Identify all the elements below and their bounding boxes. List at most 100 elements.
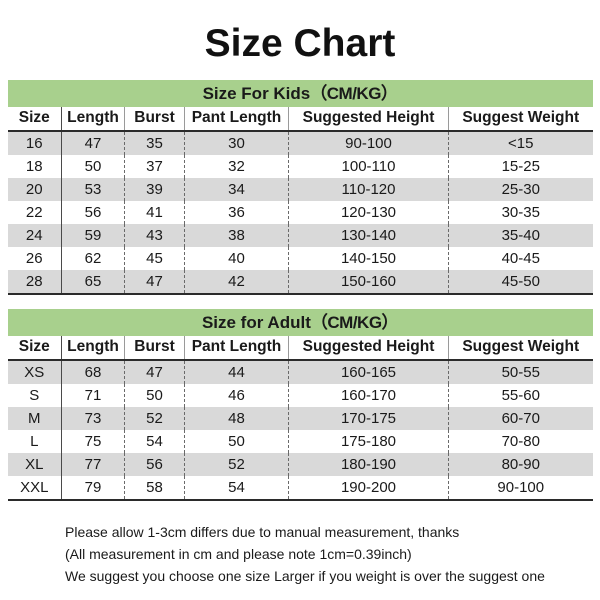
cell-burst: 58 xyxy=(124,475,185,501)
cell-length: 50 xyxy=(61,154,125,178)
cell-suggested-height: 140-150 xyxy=(288,246,449,270)
cell-burst: 47 xyxy=(124,269,185,295)
cell-length: 65 xyxy=(61,269,125,295)
cell-suggested-height: 120-130 xyxy=(288,200,449,224)
cell-burst: 56 xyxy=(124,452,185,476)
cell-length: 59 xyxy=(61,223,125,247)
cell-suggest-weight: 50-55 xyxy=(448,359,593,384)
cell-size: S xyxy=(29,386,40,404)
cell-suggest-weight: 55-60 xyxy=(448,383,593,407)
kids-section-band: Size For Kids（CM/KG） xyxy=(7,79,593,107)
kids-band-title: Size For Kids xyxy=(202,83,311,103)
cell-size: M xyxy=(7,406,62,430)
cell-burst: 45 xyxy=(124,246,185,270)
cell-pant-length: 30 xyxy=(184,130,289,155)
cell-pant-length: 36 xyxy=(184,200,289,224)
table-row: 24 59 43 38 130-140 35-40 xyxy=(7,223,593,247)
table-row: 22 56 41 36 120-130 30-35 xyxy=(8,200,593,224)
cell-burst: 35 xyxy=(124,130,185,155)
cell-pant-length: 38 xyxy=(184,223,289,247)
cell-size: XXL xyxy=(7,475,62,501)
cell-pant-length: 44 xyxy=(184,359,289,384)
cell-suggest-weight: 70-80 xyxy=(448,429,593,453)
cell-suggest-weight: <15 xyxy=(448,130,593,155)
cell-length: 47 xyxy=(61,130,125,155)
cell-suggested-height: 90-100 xyxy=(288,130,449,155)
adult-size-section: Size for Adult（CM/KG） Size Length Burst … xyxy=(7,308,593,501)
adult-table-body: XS 68 47 44 160-165 50-55 S 71 50 46 160-170 55-60 M… xyxy=(7,359,593,501)
cell-pant-length: 52 xyxy=(184,452,289,476)
cell-suggested-height: 160-170 xyxy=(288,383,449,407)
adult-col-pant-length: Pant Length xyxy=(184,335,289,361)
table-row: 18 50 37 32 100-110 15-25 xyxy=(8,154,593,178)
cell-size: XS xyxy=(7,359,62,384)
cell-suggested-height: 180-190 xyxy=(288,452,449,476)
adult-col-size: Size xyxy=(7,335,62,361)
kids-col-suggest-weight: Suggest Weight xyxy=(448,106,593,132)
adult-table-head: Size Length Burst Pant Length Suggested … xyxy=(7,335,593,361)
cell-pant-length: 46 xyxy=(184,383,289,407)
cell-burst: 52 xyxy=(124,406,185,430)
cell-suggest-weight: 40-45 xyxy=(448,246,593,270)
cell-length: 53 xyxy=(61,177,125,201)
cell-pant-length: 40 xyxy=(184,246,289,270)
cell-burst: 54 xyxy=(124,429,185,453)
kids-col-pant-length: Pant Length xyxy=(184,106,289,132)
page-title: Size Chart xyxy=(204,22,396,65)
cell-size: 20 xyxy=(7,177,62,201)
cell-burst: 41 xyxy=(124,200,185,224)
kids-col-suggested-height: Suggested Height xyxy=(288,106,449,132)
table-row: XL 77 56 52 180-190 80-90 xyxy=(7,452,593,476)
cell-suggested-height: 170-175 xyxy=(288,406,449,430)
table-row: 28 65 47 42 150-160 45-50 xyxy=(7,269,593,295)
cell-size: 18 xyxy=(25,157,43,175)
cell-size: XL xyxy=(7,452,62,476)
cell-suggested-height: 190-200 xyxy=(288,475,449,501)
cell-burst: 43 xyxy=(124,223,185,247)
note-line-2: (All measurement in cm and please note 1… xyxy=(65,545,412,562)
cell-size: 22 xyxy=(25,203,43,221)
kids-size-table: Size Length Burst Pant Length Suggested … xyxy=(7,106,593,295)
kids-col-size: Size xyxy=(7,106,62,132)
cell-size: 26 xyxy=(25,249,43,267)
cell-length: 56 xyxy=(61,200,125,224)
cell-suggested-height: 175-180 xyxy=(288,429,449,453)
cell-suggested-height: 130-140 xyxy=(288,223,449,247)
note-line-1: Please allow 1-3cm differs due to manual… xyxy=(65,523,460,540)
adult-section-band: Size for Adult（CM/KG） xyxy=(7,308,593,336)
cell-size: 24 xyxy=(7,223,62,247)
cell-pant-length: 42 xyxy=(184,269,289,295)
kids-header-row: Size Length Burst Pant Length Suggested … xyxy=(7,106,593,132)
cell-length: 71 xyxy=(61,383,125,407)
adult-col-burst: Burst xyxy=(124,335,185,361)
cell-suggest-weight: 45-50 xyxy=(448,269,593,295)
cell-suggested-height: 160-165 xyxy=(288,359,449,384)
cell-size: 28 xyxy=(7,269,62,295)
table-row: M 73 52 48 170-175 60-70 xyxy=(7,406,593,430)
cell-suggest-weight: 30-35 xyxy=(448,200,593,224)
kids-size-section: Size For Kids（CM/KG） Size Length Burst P… xyxy=(7,79,593,295)
kids-table-body: 16 47 35 30 90-100 <15 18 50 37 32 100-110 15-25 20 5… xyxy=(7,130,593,295)
adult-size-table: Size Length Burst Pant Length Suggested … xyxy=(7,335,593,501)
cell-suggest-weight: 80-90 xyxy=(448,452,593,476)
table-row: L 75 54 50 175-180 70-80 xyxy=(8,429,593,453)
cell-suggested-height: 150-160 xyxy=(288,269,449,295)
kids-table-head: Size Length Burst Pant Length Suggested … xyxy=(7,106,593,132)
cell-pant-length: 50 xyxy=(184,429,289,453)
cell-burst: 47 xyxy=(124,359,185,384)
cell-suggest-weight: 15-25 xyxy=(448,154,593,178)
kids-band-unit: （CM/KG） xyxy=(310,83,398,103)
adult-col-suggest-weight: Suggest Weight xyxy=(448,335,593,361)
cell-suggest-weight: 35-40 xyxy=(448,223,593,247)
cell-length: 62 xyxy=(61,246,125,270)
table-row: XS 68 47 44 160-165 50-55 xyxy=(7,359,593,384)
adult-col-suggested-height: Suggested Height xyxy=(288,335,449,361)
adult-col-length: Length xyxy=(61,335,125,361)
cell-length: 68 xyxy=(61,359,125,384)
cell-length: 77 xyxy=(61,452,125,476)
cell-size: L xyxy=(30,432,39,450)
measurement-notes: Please allow 1-3cm differs due to manual… xyxy=(65,501,545,586)
cell-size: 16 xyxy=(7,130,62,155)
cell-burst: 50 xyxy=(124,383,185,407)
